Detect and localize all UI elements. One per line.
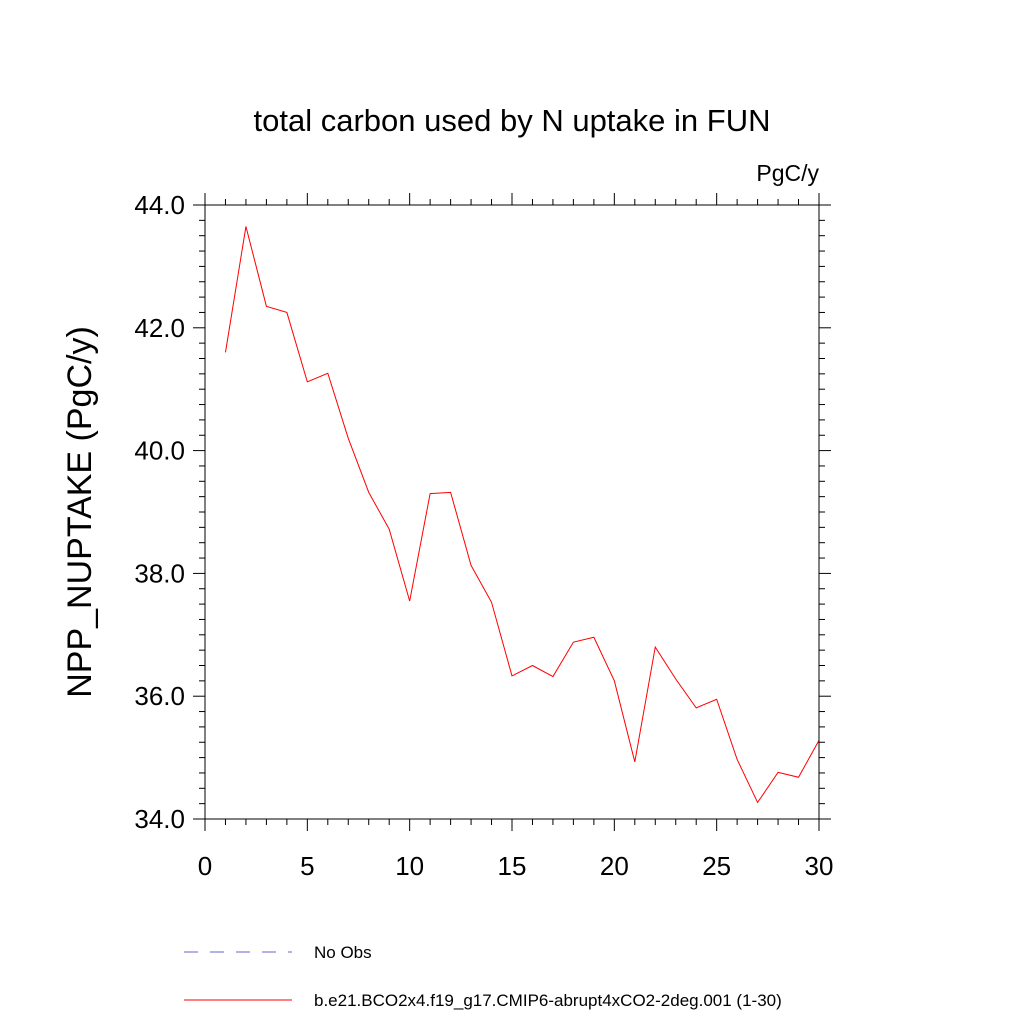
- tick-labels: 0 5 10 15 20 25 30 34.0 36.0 38.0 40.0 42.0 44.0: [134, 190, 833, 881]
- chart-title: total carbon used by N uptake in FUN: [254, 103, 771, 138]
- series-layer: [224, 226, 820, 804]
- x-tick-label: 10: [395, 851, 424, 881]
- plot-frame: [204, 204, 820, 820]
- legend-label: b.e21.BCO2x4.f19_g17.CMIP6-abrupt4xCO2-2…: [314, 991, 782, 1010]
- x-tick-label: 0: [198, 851, 212, 881]
- x-tick-label: 30: [805, 851, 834, 881]
- y-tick-label: 36.0: [134, 681, 185, 711]
- y-tick-label: 34.0: [134, 804, 185, 834]
- x-tick-label: 15: [498, 851, 527, 881]
- x-tick-label: 25: [702, 851, 731, 881]
- legend-label: No Obs: [314, 943, 372, 962]
- x-tick-label: 20: [600, 851, 629, 881]
- units-label: PgC/y: [756, 160, 819, 186]
- series-line: [224, 226, 820, 804]
- y-axis-label: NPP_NUPTAKE (PgC/y): [61, 326, 99, 698]
- y-tick-label: 40.0: [134, 436, 185, 466]
- legend: No Obs b.e21.BCO2x4.f19_g17.CMIP6-abrupt4…: [184, 943, 782, 1010]
- y-tick-label: 44.0: [134, 190, 185, 220]
- y-tick-label: 42.0: [134, 313, 185, 343]
- axis-ticks: [193, 193, 831, 831]
- y-tick-label: 38.0: [134, 558, 185, 588]
- x-tick-label: 5: [300, 851, 314, 881]
